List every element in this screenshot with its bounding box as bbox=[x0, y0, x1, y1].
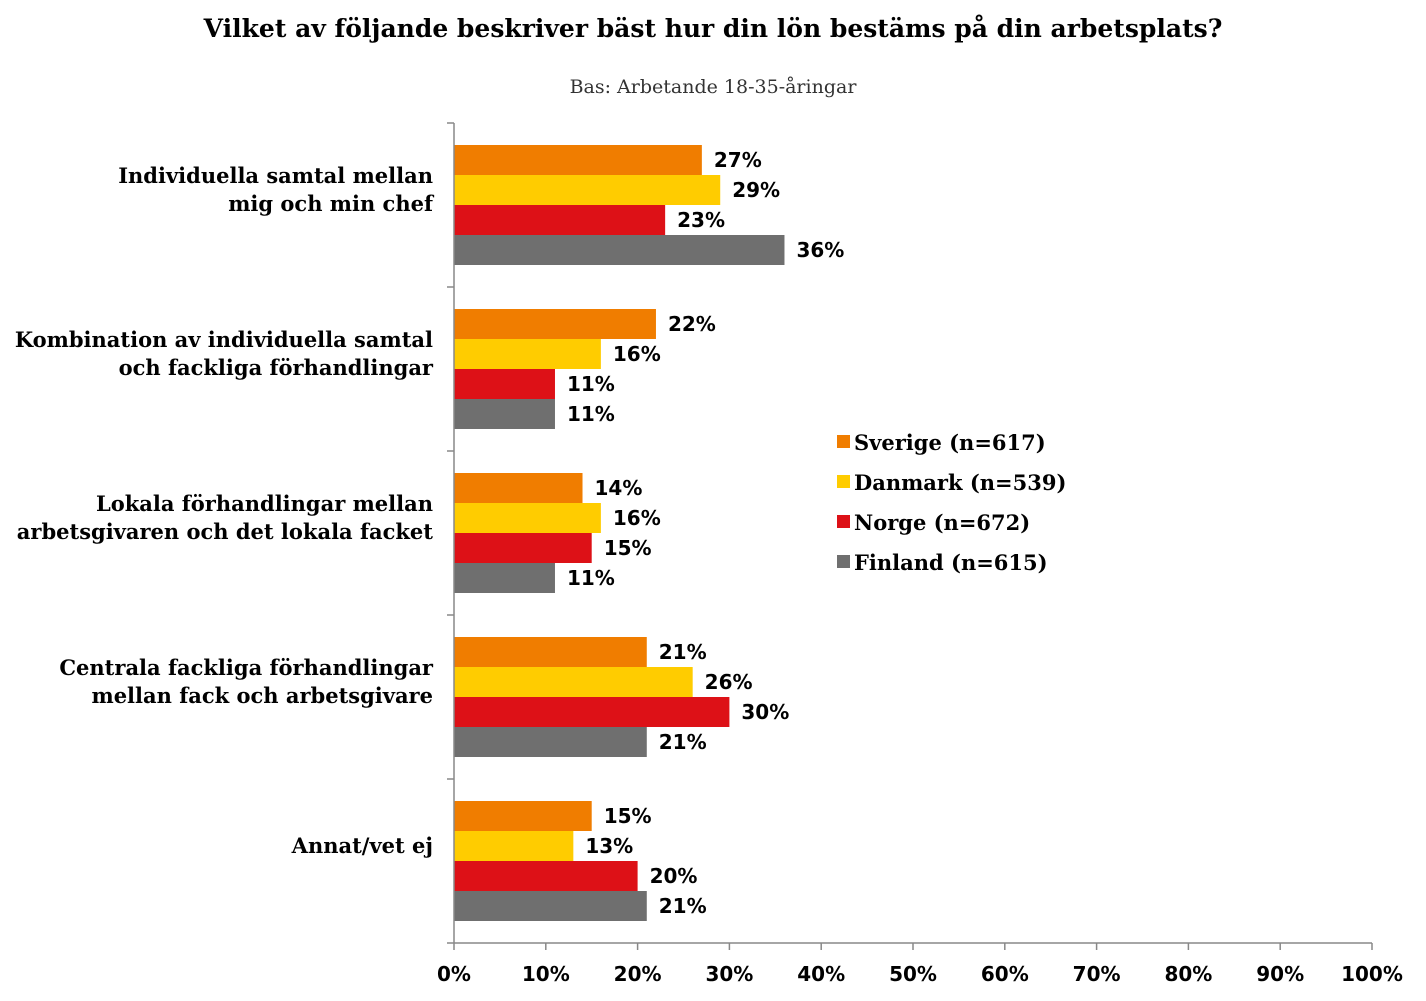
category-label-4: Annat/vet ej bbox=[291, 833, 433, 858]
legend-swatch-3 bbox=[837, 555, 850, 568]
x-tick-label-0: 0% bbox=[437, 962, 471, 986]
bar-0-0 bbox=[454, 145, 702, 175]
legend-label-1: Danmark (n=539) bbox=[854, 470, 1066, 495]
data-label-4-3: 21% bbox=[659, 894, 707, 918]
x-tick-label-9: 90% bbox=[1256, 962, 1304, 986]
axes-layer bbox=[447, 122, 1373, 950]
x-tick-label-1: 10% bbox=[522, 962, 570, 986]
category-label-3: Centrala fackliga förhandlingar mellan fa… bbox=[59, 655, 434, 708]
bar-3-3 bbox=[454, 727, 647, 757]
bar-3-1 bbox=[454, 667, 693, 697]
category-label-1: Kombination av individuella samtal och fa… bbox=[15, 327, 434, 380]
bar-4-3 bbox=[454, 891, 647, 921]
legend-label-3: Finland (n=615) bbox=[854, 550, 1048, 575]
data-label-3-0: 21% bbox=[659, 640, 707, 664]
data-label-4-1: 13% bbox=[585, 834, 633, 858]
chart-subtitle: Bas: Arbetande 18-35-åringar bbox=[569, 76, 857, 98]
legend-swatch-2 bbox=[837, 515, 850, 528]
data-label-2-3: 11% bbox=[567, 566, 615, 590]
data-label-1-0: 22% bbox=[668, 312, 716, 336]
bar-2-3 bbox=[454, 563, 555, 593]
bar-1-3 bbox=[454, 399, 555, 429]
data-label-3-1: 26% bbox=[705, 670, 753, 694]
data-label-1-1: 16% bbox=[613, 342, 661, 366]
bar-1-1 bbox=[454, 339, 601, 369]
x-tick-label-5: 50% bbox=[889, 962, 937, 986]
data-label-1-3: 11% bbox=[567, 402, 615, 426]
data-label-1-2: 11% bbox=[567, 372, 615, 396]
bar-4-0 bbox=[454, 801, 592, 831]
data-label-4-0: 15% bbox=[604, 804, 652, 828]
data-label-2-2: 15% bbox=[604, 536, 652, 560]
data-label-2-0: 14% bbox=[595, 476, 643, 500]
data-label-0-2: 23% bbox=[677, 208, 725, 232]
bar-1-0 bbox=[454, 309, 656, 339]
data-label-3-2: 30% bbox=[741, 700, 789, 724]
bar-3-0 bbox=[454, 637, 647, 667]
data-label-4-2: 20% bbox=[650, 864, 698, 888]
bar-2-2 bbox=[454, 533, 592, 563]
bar-0-2 bbox=[454, 205, 666, 235]
bar-0-3 bbox=[454, 235, 785, 265]
x-tick-label-2: 20% bbox=[614, 962, 662, 986]
data-label-2-1: 16% bbox=[613, 506, 661, 530]
category-label-2: Lokala förhandlingar mellan arbetsgivaren… bbox=[17, 491, 434, 544]
legend-label-0: Sverige (n=617) bbox=[854, 430, 1046, 455]
x-tick-label-10: 100% bbox=[1341, 962, 1403, 986]
x-tick-label-6: 60% bbox=[981, 962, 1029, 986]
bar-2-1 bbox=[454, 503, 601, 533]
bar-4-1 bbox=[454, 831, 574, 861]
bar-0-1 bbox=[454, 175, 721, 205]
bars-layer bbox=[454, 145, 785, 921]
bar-4-2 bbox=[454, 861, 638, 891]
labels-layer: 27% 29% 23% 36% Individuella samtal mellan mi… bbox=[15, 148, 1403, 986]
data-label-0-1: 29% bbox=[732, 178, 780, 202]
bar-3-2 bbox=[454, 697, 730, 727]
legend-label-2: Norge (n=672) bbox=[854, 510, 1030, 535]
x-tick-label-3: 30% bbox=[705, 962, 753, 986]
bar-1-2 bbox=[454, 369, 555, 399]
bar-2-0 bbox=[454, 473, 583, 503]
legend-swatch-1 bbox=[837, 475, 850, 488]
x-tick-label-7: 70% bbox=[1073, 962, 1121, 986]
x-tick-label-8: 80% bbox=[1164, 962, 1212, 986]
x-tick-label-4: 40% bbox=[797, 962, 845, 986]
category-label-0: Individuella samtal mellan mig och min ch… bbox=[118, 163, 435, 216]
data-label-3-3: 21% bbox=[659, 730, 707, 754]
legend: Sverige (n=617) Danmark (n=539) Norge (n=6… bbox=[837, 430, 1066, 575]
data-label-0-0: 27% bbox=[714, 148, 762, 172]
legend-swatch-0 bbox=[837, 435, 850, 448]
chart-title: Vilket av följande beskriver bäst hur di… bbox=[203, 14, 1223, 43]
data-label-0-3: 36% bbox=[796, 238, 844, 262]
